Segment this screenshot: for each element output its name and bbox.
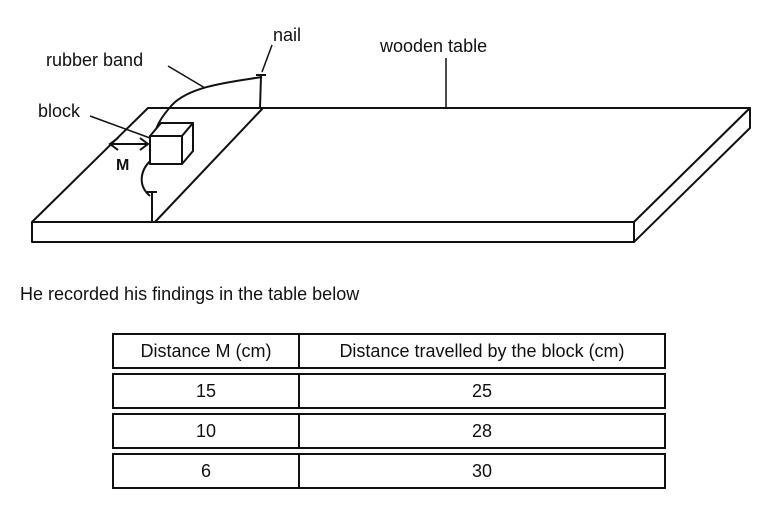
table-side-edge: [633, 107, 751, 243]
table-row: 6 30: [112, 453, 666, 489]
block: [149, 122, 194, 165]
nail-top: [256, 74, 266, 109]
block-label: block: [38, 101, 81, 121]
rubber-band-label: rubber band: [46, 50, 143, 70]
nail-bottom: [147, 191, 157, 222]
nail-label: nail: [273, 25, 301, 45]
nail-pointer: [261, 44, 273, 73]
cell-distance-travelled: 28: [300, 413, 666, 449]
release-line: [154, 107, 264, 223]
header-distance-travelled: Distance travelled by the block (cm): [300, 333, 666, 369]
label-pointers: [89, 44, 447, 139]
cell-distance-m: 6: [112, 453, 300, 489]
table-row: 15 25: [112, 373, 666, 409]
table-front-edge: [31, 221, 635, 243]
block-pointer: [89, 115, 151, 139]
findings-caption: He recorded his findings in the table be…: [20, 284, 360, 304]
cell-distance-travelled: 25: [300, 373, 666, 409]
table-top: [31, 107, 751, 223]
table-row: 10 28: [112, 413, 666, 449]
results-table: Distance M (cm) Distance travelled by th…: [112, 329, 666, 493]
rubber-band-pointer: [167, 65, 206, 89]
cell-distance-travelled: 30: [300, 453, 666, 489]
apparatus-diagram: nail rubber band wooden table block M: [31, 25, 751, 243]
wooden-table-label: wooden table: [379, 36, 487, 56]
distance-m-arrow: [108, 137, 150, 151]
cell-distance-m: 10: [112, 413, 300, 449]
table-header-row: Distance M (cm) Distance travelled by th…: [112, 333, 666, 369]
header-distance-m: Distance M (cm): [112, 333, 300, 369]
m-label: M: [116, 157, 129, 174]
wooden-table: [31, 107, 751, 243]
cell-distance-m: 15: [112, 373, 300, 409]
